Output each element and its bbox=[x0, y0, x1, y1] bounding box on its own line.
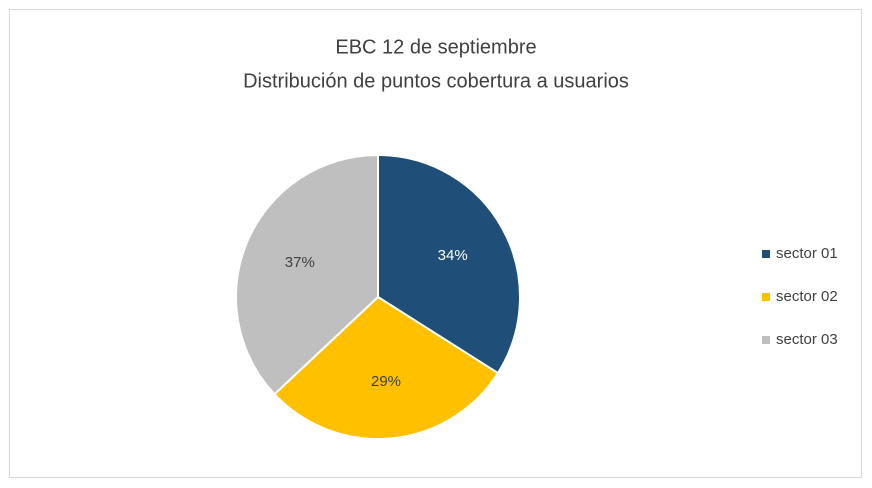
legend-swatch bbox=[762, 293, 770, 301]
data-label: 29% bbox=[371, 373, 401, 390]
pie-slice bbox=[235, 153, 379, 396]
data-label: 37% bbox=[285, 254, 315, 271]
legend-label: sector 02 bbox=[776, 288, 838, 305]
legend-swatch bbox=[762, 250, 770, 258]
chart-title: EBC 12 de septiembre bbox=[335, 36, 536, 58]
pie-slice bbox=[273, 295, 500, 440]
legend-label: sector 03 bbox=[776, 331, 838, 348]
legend-swatch bbox=[762, 336, 770, 344]
data-label: 34% bbox=[438, 247, 468, 264]
legend-label: sector 01 bbox=[776, 245, 838, 262]
chart-title: Distribución de puntos cobertura a usuar… bbox=[243, 70, 629, 92]
